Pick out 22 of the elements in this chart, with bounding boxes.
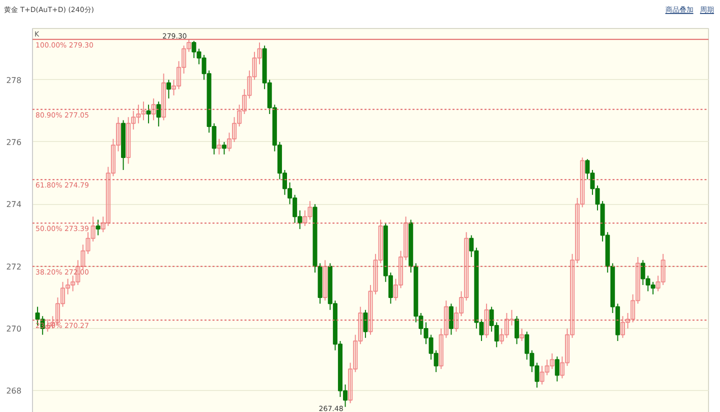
candlestick <box>96 219 100 236</box>
candlestick <box>514 316 520 345</box>
y-tick-label: 276 <box>6 138 22 147</box>
candlestick <box>322 260 328 302</box>
y-tick-label: 278 <box>6 76 22 85</box>
candlestick <box>520 328 524 342</box>
y-tick-label: 272 <box>6 262 22 272</box>
y-tick-label: 268 <box>6 386 22 396</box>
y-tick-label: 274 <box>6 200 22 210</box>
candlestick <box>363 309 368 338</box>
candlestick <box>222 141 226 155</box>
candlestick <box>166 79 171 99</box>
candlestick <box>146 104 151 124</box>
candlestick <box>216 138 222 155</box>
candlestick <box>100 216 106 233</box>
candlestick <box>161 73 166 121</box>
candlestick <box>156 101 161 127</box>
candlestick <box>151 98 156 121</box>
candlestick <box>484 303 489 338</box>
candlestick <box>554 356 560 382</box>
y-tick-label: 270 <box>6 324 22 334</box>
candlestick <box>448 303 454 336</box>
